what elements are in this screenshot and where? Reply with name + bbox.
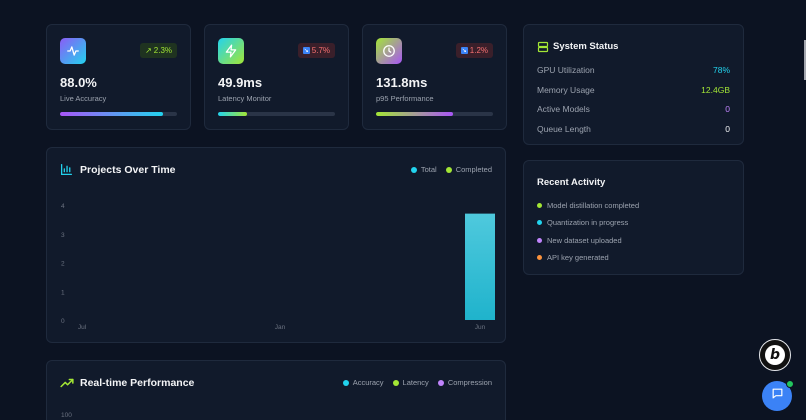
chart-legend: Accuracy Latency Compression [342, 378, 492, 387]
activity-item: API key generated [537, 253, 609, 262]
section-title: System Status [553, 41, 619, 52]
metric-card-p95: ↘ 1.2% 131.8ms p95 Performance [362, 24, 507, 130]
scroll-edge [804, 40, 806, 80]
clock-icon [376, 38, 402, 64]
online-indicator [786, 380, 794, 388]
bar-chart-icon [60, 163, 73, 181]
chart-title: Projects Over Time [80, 164, 176, 176]
progress-bar [376, 112, 493, 116]
legend-dot [445, 166, 452, 173]
activity-item: Model distillation completed [537, 201, 639, 210]
progress-bar [60, 112, 177, 116]
legend-dot [437, 379, 444, 386]
y-tick-label: 4 [61, 203, 65, 210]
x-tick-label: Jan [275, 324, 286, 331]
powered-by-badge-icon[interactable]: b [759, 339, 791, 371]
status-row: Memory Usage 12.4GB [537, 85, 730, 95]
metric-label: Live Accuracy [60, 94, 107, 103]
metric-value: 131.8ms [376, 75, 428, 90]
status-dot [537, 220, 542, 225]
section-title: Recent Activity [537, 177, 606, 188]
legend-item-completed[interactable]: Completed [445, 165, 492, 174]
metric-label: Latency Monitor [218, 94, 272, 103]
trend-down-icon: ↘ [460, 47, 468, 54]
bar-total[interactable] [465, 213, 495, 320]
metric-label: p95 Performance [376, 94, 434, 103]
status-row: Queue Length 0 [537, 124, 730, 134]
trend-badge: ↗ 2.3% [140, 43, 177, 58]
x-tick-label: Jun [475, 324, 486, 331]
activity-item: New dataset uploaded [537, 236, 622, 245]
legend-item-latency[interactable]: Latency [392, 378, 429, 387]
legend-item-total[interactable]: Total [410, 165, 437, 174]
metric-card-accuracy: ↗ 2.3% 88.0% Live Accuracy [46, 24, 191, 130]
system-status-card: System Status GPU Utilization 78% Memory … [523, 24, 744, 145]
y-tick-label: 100 [61, 412, 72, 419]
activity-item: Quantization in progress [537, 218, 628, 227]
chart-legend: Total Completed [410, 165, 492, 174]
metric-value: 88.0% [60, 75, 97, 90]
metric-value: 49.9ms [218, 75, 263, 90]
y-tick-label: 3 [61, 232, 65, 239]
chart-title: Real-time Performance [80, 377, 195, 389]
progress-fill [376, 112, 454, 116]
progress-fill [60, 112, 163, 116]
recent-activity-card: Recent Activity Model distillation compl… [523, 160, 744, 275]
projects-chart-card: Projects Over Time Total Completed 0 1 2 3 4… [46, 147, 506, 343]
status-row: Active Models 0 [537, 104, 730, 114]
legend-item-accuracy[interactable]: Accuracy [342, 378, 384, 387]
status-dot [537, 203, 542, 208]
chat-icon [771, 387, 784, 405]
lightning-icon [218, 38, 244, 64]
chat-button[interactable] [762, 380, 794, 411]
activity-icon [60, 38, 86, 64]
y-tick-label: 2 [61, 261, 65, 268]
y-tick-label: 1 [61, 289, 65, 296]
trend-up-icon: ↗ [145, 46, 152, 55]
server-icon [537, 40, 549, 58]
trending-up-icon [60, 376, 74, 394]
progress-bar [218, 112, 335, 116]
legend-item-compression[interactable]: Compression [437, 378, 492, 387]
status-dot [537, 238, 542, 243]
trend-badge: ↘ 1.2% [455, 43, 493, 58]
trend-down-icon: ↘ [302, 47, 310, 54]
projects-bar-chart: 0 1 2 3 4 Jul Jan Jun [61, 203, 495, 331]
legend-dot [410, 166, 417, 173]
status-row: GPU Utilization 78% [537, 65, 730, 75]
metric-card-latency: ↘ 5.7% 49.9ms Latency Monitor [204, 24, 349, 130]
legend-dot [342, 379, 349, 386]
status-dot [537, 255, 542, 260]
realtime-performance-card: Real-time Performance Accuracy Latency C… [46, 360, 506, 420]
x-tick-label: Jul [78, 324, 87, 331]
y-tick-label: 0 [61, 318, 65, 325]
progress-fill [218, 112, 248, 116]
trend-badge: ↘ 5.7% [297, 43, 335, 58]
legend-dot [392, 379, 399, 386]
